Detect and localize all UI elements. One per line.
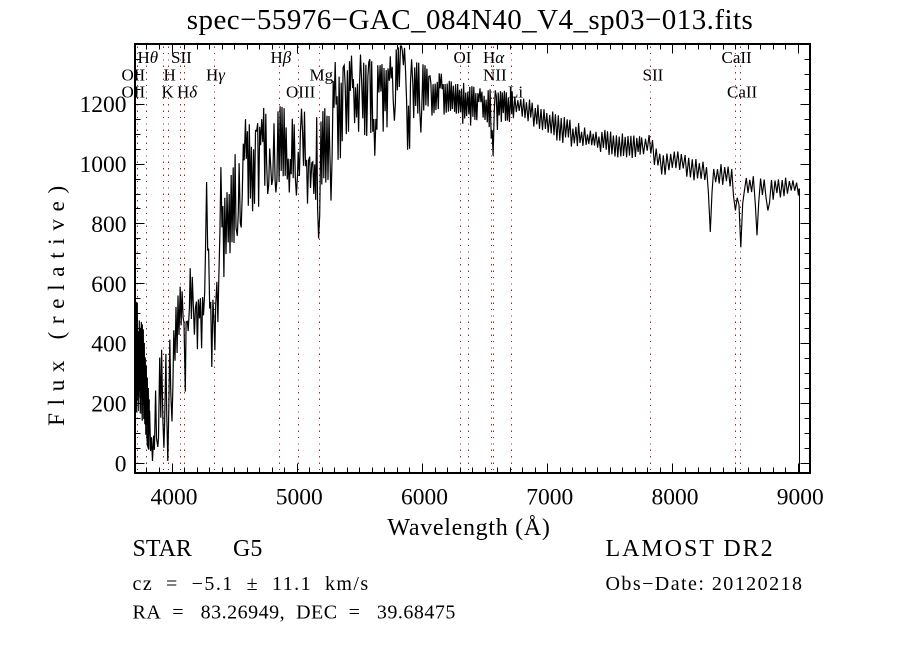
svg-text:200: 200 [91,392,126,418]
svg-text:Mg: Mg [310,65,334,84]
svg-text:1000: 1000 [80,152,127,178]
svg-text:Flux (relative): Flux (relative) [44,178,69,426]
svg-text:6000: 6000 [401,485,448,511]
svg-text:Hθ: Hθ [138,48,159,67]
svg-text:cz = −5.1 ± 11.1 km/s: cz = −5.1 ± 11.1 km/s [133,573,370,595]
svg-text:LAMOST DR2: LAMOST DR2 [606,536,775,562]
svg-text:OII: OII [122,65,146,84]
svg-text:600: 600 [91,272,126,298]
svg-text:4000: 4000 [151,485,198,511]
svg-text:1200: 1200 [80,92,127,118]
svg-text:Hγ: Hγ [206,65,226,84]
svg-text:Hδ: Hδ [177,82,198,101]
svg-text:STAR: STAR [133,536,192,562]
svg-text:800: 800 [91,212,126,238]
svg-text:RA = 83.26949, DEC = 39: RA = 83.26949, DEC = 39.68475 [133,602,456,624]
svg-text:0: 0 [115,451,127,477]
svg-text:5000: 5000 [276,485,323,511]
svg-text:8000: 8000 [652,485,699,511]
svg-text:K: K [162,82,175,101]
svg-text:CaII: CaII [722,48,753,67]
svg-text:NII: NII [483,65,507,84]
svg-text:Wavelength (Å): Wavelength (Å) [387,515,550,541]
svg-text:SII: SII [171,48,192,67]
svg-text:7000: 7000 [526,485,573,511]
svg-text:SII: SII [643,65,664,84]
svg-text:400: 400 [91,332,126,358]
svg-text:9000: 9000 [777,485,824,511]
svg-text:CaII: CaII [727,82,758,101]
svg-text:Hβ: Hβ [271,48,292,67]
svg-text:OIII: OIII [286,82,316,101]
svg-text:spec−55976−GAC_084N40_V4_sp03−: spec−55976−GAC_084N40_V4_sp03−013.fits [187,4,753,36]
svg-text:Hα: Hα [483,48,505,67]
svg-text:H: H [164,65,176,84]
svg-text:OI: OI [454,48,472,67]
svg-text:OII: OII [122,82,146,101]
svg-text:Obs−Date: 20120218: Obs−Date: 20120218 [606,573,804,595]
svg-text:G5: G5 [233,536,262,562]
